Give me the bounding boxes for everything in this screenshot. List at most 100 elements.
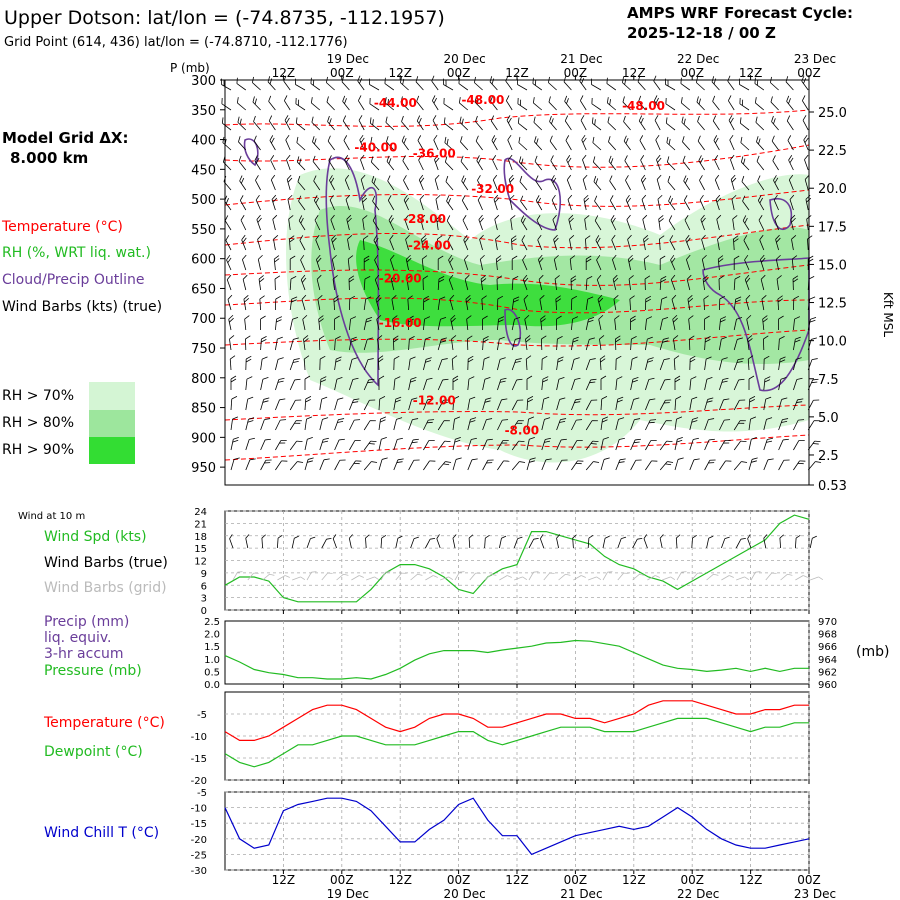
wind-barb-flag xyxy=(341,76,345,82)
height-tick-label: 0.53 xyxy=(818,479,847,494)
wind-barb-shaft xyxy=(645,339,648,351)
wind-barb xyxy=(349,336,357,351)
y-tick-label: -20 xyxy=(191,776,207,787)
time-tick-label: 12Z xyxy=(388,66,412,80)
wind-barb-10m xyxy=(721,536,730,549)
date-label: 23 Dec xyxy=(794,887,836,900)
wind-barb-flag xyxy=(420,177,425,183)
cross-section-frame xyxy=(224,79,810,486)
wind-barb-flag xyxy=(245,355,252,360)
wind-barb-shaft xyxy=(704,379,708,391)
wind-barb xyxy=(568,214,574,231)
wind-barb-shaft xyxy=(592,142,602,151)
wind-barb xyxy=(361,194,368,211)
wind-barb xyxy=(289,337,299,351)
wind-barb-flag xyxy=(252,96,255,103)
wind-barb-flag xyxy=(610,215,615,221)
wind-barb-flag xyxy=(582,174,588,180)
wind-barb-flag xyxy=(328,155,332,161)
wind-barb-flag xyxy=(310,77,312,84)
wind-barb xyxy=(683,195,691,211)
wind-barb-flag xyxy=(424,316,431,320)
date-label: 23 Dec xyxy=(794,52,836,66)
wind-barb-shaft xyxy=(423,419,429,431)
wind-barb-flag xyxy=(311,571,317,573)
wind-barb xyxy=(269,135,276,151)
wind-barb xyxy=(520,215,528,231)
wind-barb-flag xyxy=(731,194,737,200)
wind-barb xyxy=(418,174,425,191)
wind-barb xyxy=(778,315,784,330)
wind-barb-flag xyxy=(608,155,612,162)
wind-barb xyxy=(416,95,424,111)
wind-barb xyxy=(519,175,528,191)
wind-barb xyxy=(239,195,247,211)
wind-barb-flag xyxy=(503,460,510,462)
wind-barb xyxy=(511,378,523,391)
wind-barb-flag xyxy=(677,436,683,440)
wind-barb-shaft xyxy=(316,259,321,271)
wind-barb xyxy=(730,174,737,191)
pressure-tick-label: 350 xyxy=(191,104,216,119)
wind-barb-shaft xyxy=(391,299,395,311)
wind-barb-flag xyxy=(522,254,527,261)
wind-barb xyxy=(423,357,432,371)
wind-barb xyxy=(606,77,617,91)
wind-barb-flag xyxy=(804,174,810,180)
wind-barb xyxy=(659,440,673,451)
wind-barb-flag xyxy=(755,571,761,573)
wind-barb xyxy=(541,396,550,411)
wind-barb-shaft xyxy=(313,200,321,211)
wind-barb-shaft xyxy=(425,575,434,581)
wind-barb-shaft xyxy=(645,460,652,471)
wind-barb-flag xyxy=(548,96,551,103)
wind-barb-flag xyxy=(655,97,659,104)
wind-barb xyxy=(444,136,454,151)
wind-barb-flag xyxy=(708,462,715,464)
wind-barb xyxy=(622,96,631,111)
wind-barb-flag xyxy=(609,195,614,201)
wind-barb-flag xyxy=(666,420,672,422)
wind-barb xyxy=(625,194,632,211)
wind-barb-flag xyxy=(713,573,719,576)
wind-barb-flag xyxy=(613,295,619,300)
wind-barb-flag xyxy=(358,115,363,121)
wind-barb-shaft xyxy=(511,440,519,451)
wind-barb-flag xyxy=(363,255,370,260)
wind-barb-shaft xyxy=(389,239,395,251)
wind-barb xyxy=(252,76,261,91)
wind-barb-flag xyxy=(641,194,647,200)
wind-barb-flag xyxy=(668,138,671,145)
wind-barb-grid xyxy=(321,572,333,581)
wind-barb-shaft xyxy=(628,279,631,291)
wind-barb xyxy=(613,295,619,311)
wind-barb xyxy=(445,175,454,191)
wind-barb xyxy=(254,155,261,171)
wind-barb xyxy=(415,76,424,91)
wind-barb xyxy=(447,235,454,251)
wind-barb-flag xyxy=(730,117,734,124)
wind-barb-flag xyxy=(795,534,801,539)
wind-barb xyxy=(245,376,253,391)
date-label: 20 Dec xyxy=(443,52,485,66)
wind-barb xyxy=(585,316,595,331)
wind-barb-flag xyxy=(305,396,312,400)
wind-barb-flag xyxy=(411,397,418,400)
wind-barb xyxy=(772,155,779,171)
wind-barb xyxy=(683,175,691,191)
wind-barb xyxy=(523,294,529,311)
wind-barb xyxy=(773,175,779,191)
wind-barb-flag xyxy=(275,295,282,300)
wind-barb-shaft xyxy=(728,120,735,131)
wind-barb xyxy=(641,194,647,211)
wind-barb-10m xyxy=(380,534,387,549)
wind-barb-flag xyxy=(715,194,721,200)
wind-barb-flag xyxy=(630,318,636,323)
wind-barb-10m xyxy=(229,534,234,549)
wind-barb-flag xyxy=(582,137,587,143)
wind-barb xyxy=(549,135,557,151)
wind-barb-shaft xyxy=(403,199,409,211)
wind-barb-flag xyxy=(692,417,699,420)
wind-barb xyxy=(268,115,276,131)
wind-barb-flag xyxy=(335,356,342,360)
